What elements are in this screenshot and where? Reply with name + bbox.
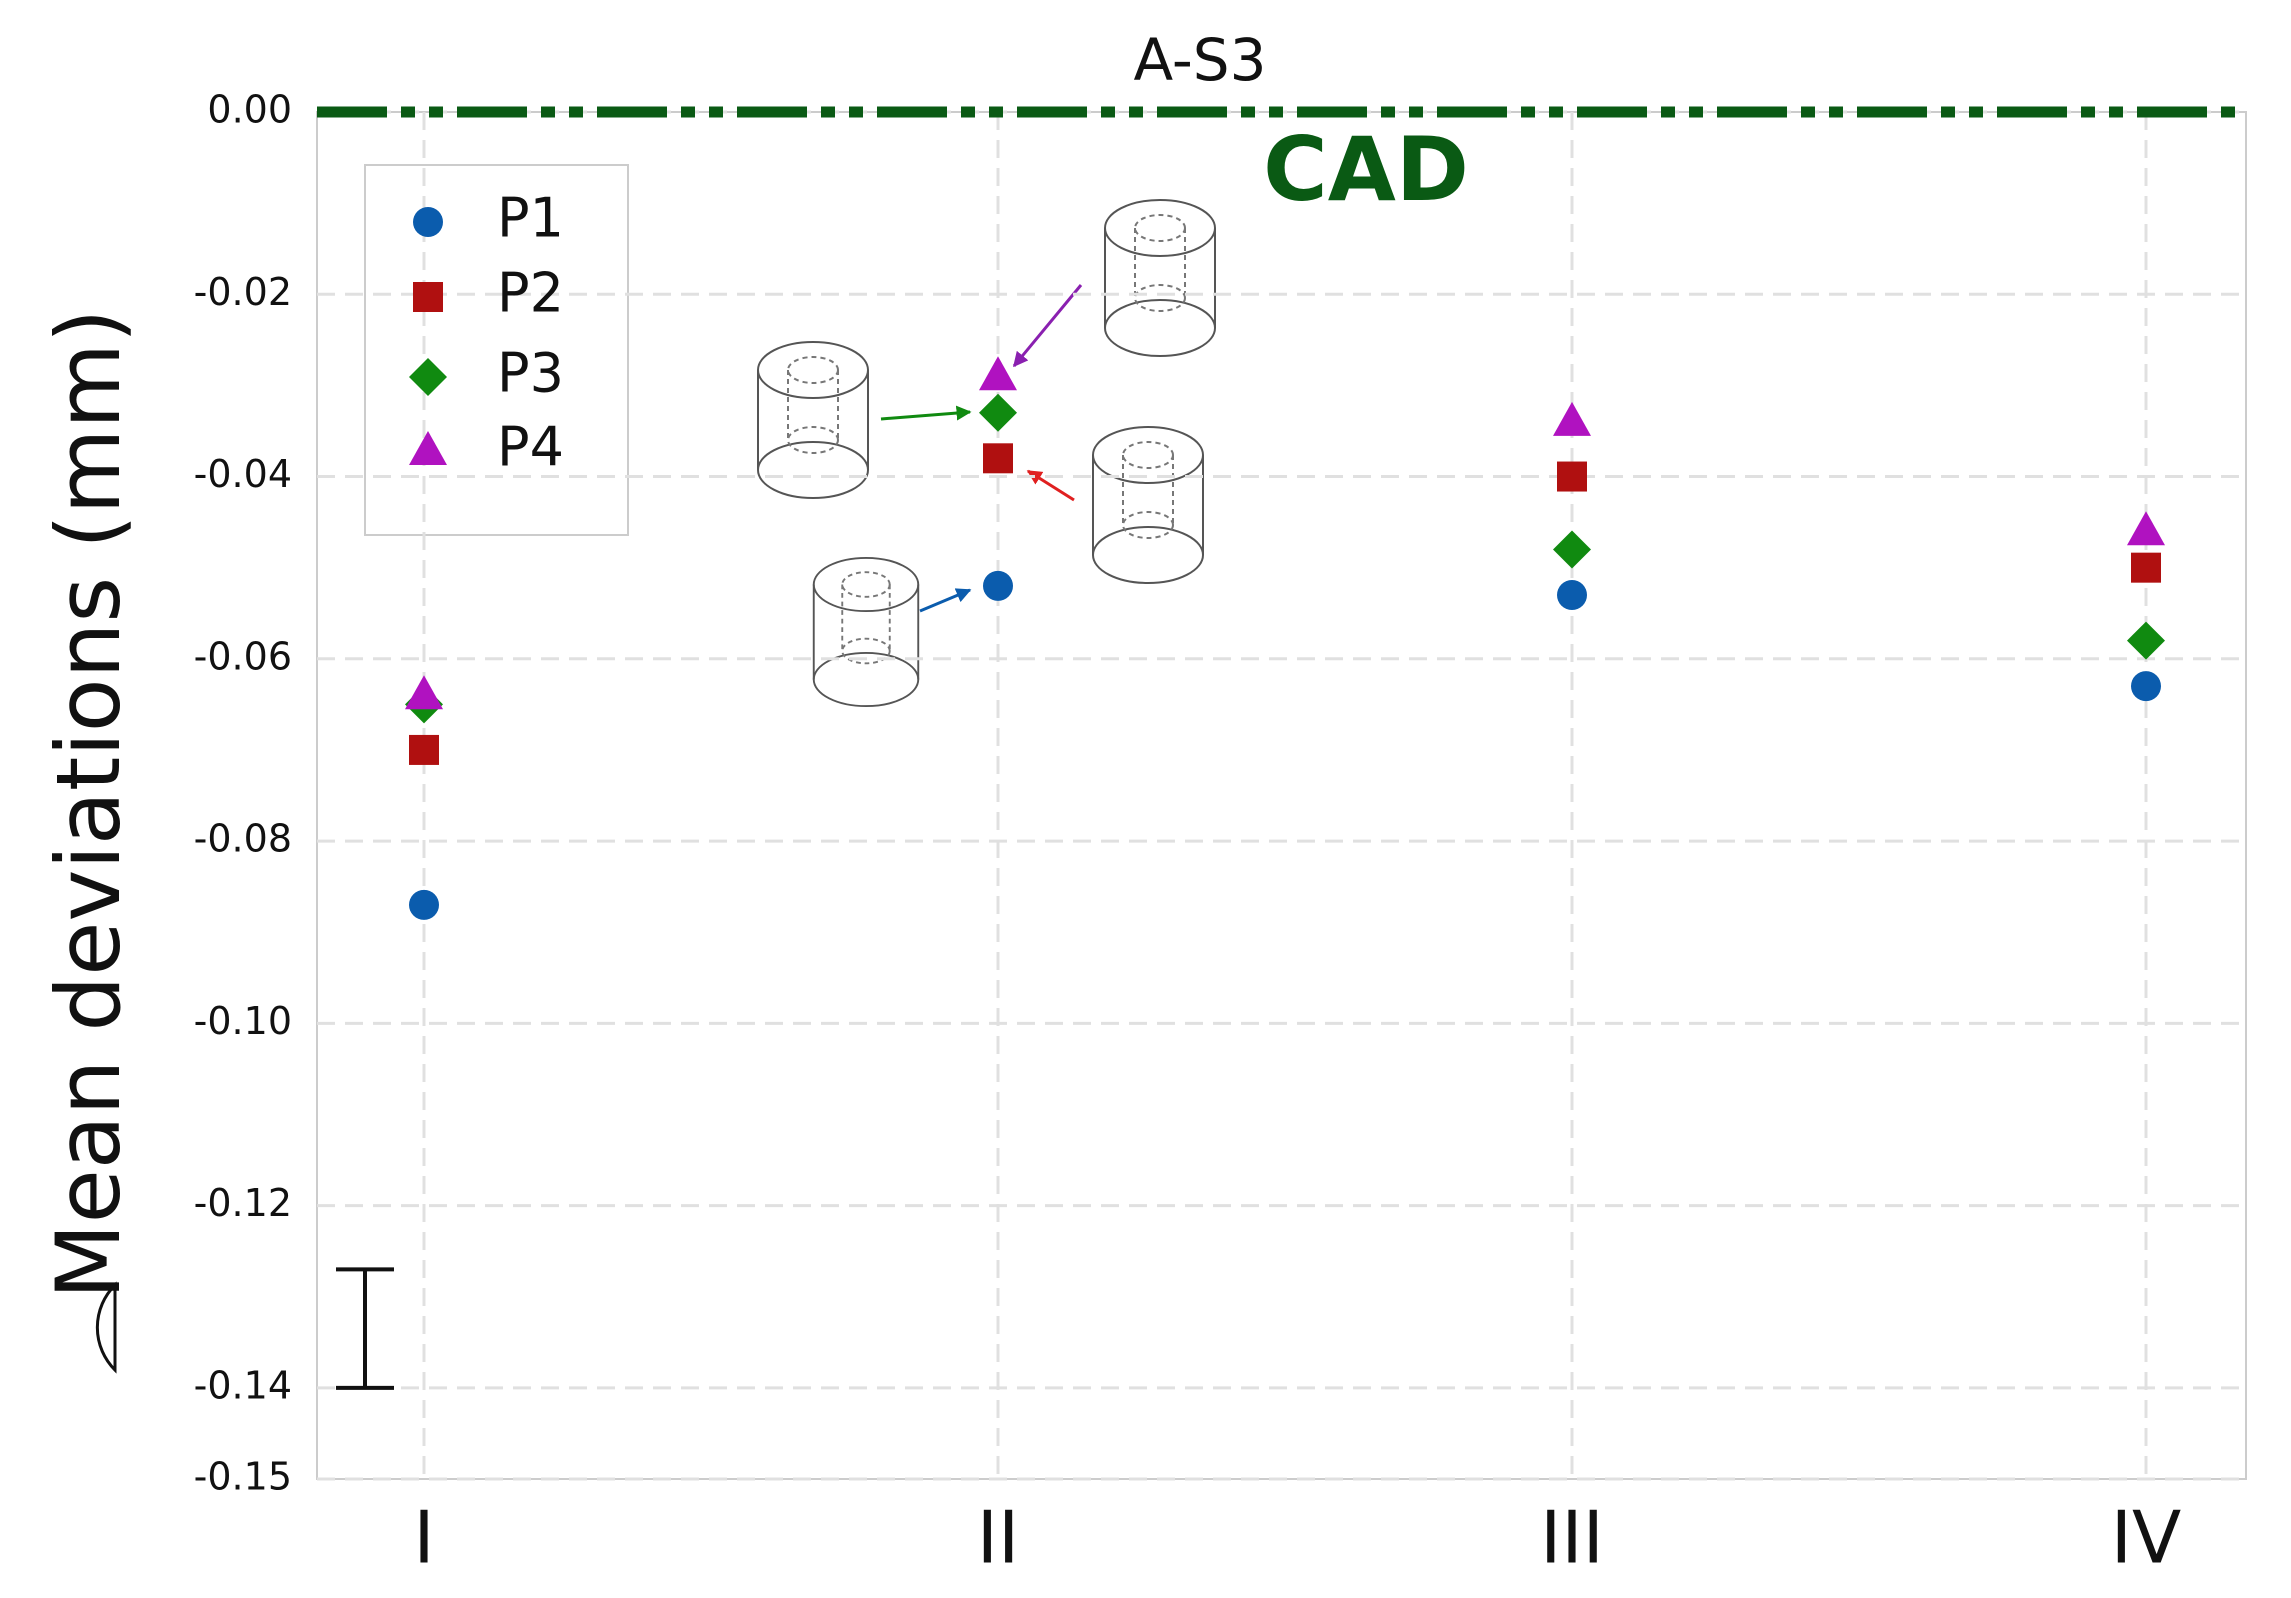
- scale-bar: [336, 1267, 394, 1390]
- point: [983, 570, 1013, 601]
- y-axis-label-group: Mean deviations (mm): [37, 309, 140, 1300]
- legend-marker: [409, 358, 447, 396]
- point: [979, 393, 1017, 432]
- point: [405, 675, 443, 710]
- legend-label: P3: [497, 342, 564, 405]
- point: [1553, 530, 1591, 569]
- point: [2131, 671, 2161, 702]
- y-tick-label: -0.06: [194, 634, 292, 678]
- legend-label: P4: [497, 416, 564, 479]
- x-tick-label: I: [413, 1496, 434, 1580]
- x-tick-label: IV: [2111, 1496, 2182, 1580]
- legend-marker: [413, 207, 443, 237]
- legend-box: [364, 164, 629, 536]
- legend-label: P1: [497, 187, 564, 250]
- arrow: [1026, 469, 1075, 502]
- icon: [1092, 426, 1204, 584]
- point: [2127, 511, 2165, 546]
- reference-label: CAD: [1263, 118, 1469, 221]
- y-axis-label: Mean deviations (mm): [37, 309, 140, 1300]
- y-tick-label: -0.15: [194, 1455, 292, 1499]
- legend-label: P2: [497, 262, 564, 325]
- point: [1557, 461, 1587, 492]
- icon: [757, 341, 869, 499]
- y-tick-label: -0.08: [194, 817, 292, 861]
- x-tick-label: II: [977, 1496, 1019, 1580]
- point: [979, 356, 1017, 391]
- point: [983, 443, 1013, 474]
- y-tick-label: -0.12: [194, 1181, 292, 1225]
- y-tick-label: -0.02: [194, 270, 292, 314]
- arrow: [1012, 284, 1083, 368]
- symbol: [95, 1281, 117, 1374]
- point: [409, 734, 439, 765]
- y-tick-label: -0.10: [194, 999, 292, 1043]
- chart-title: A-S3: [1133, 26, 1266, 94]
- y-tick-label: -0.14: [194, 1363, 292, 1407]
- x-tick-label: III: [1540, 1496, 1604, 1580]
- legend-marker: [409, 431, 447, 465]
- y-tick-label: 0.00: [207, 88, 292, 132]
- point: [1557, 580, 1587, 611]
- point: [1553, 401, 1591, 436]
- arrow: [880, 405, 972, 421]
- legend-marker: [413, 282, 443, 312]
- icon: [812, 556, 920, 708]
- point: [2127, 621, 2165, 660]
- y-tick-label: -0.04: [194, 452, 292, 496]
- point: [409, 889, 439, 920]
- icon: [1104, 199, 1216, 357]
- icons: [757, 199, 1216, 708]
- arrow: [919, 588, 972, 613]
- point: [2131, 552, 2161, 583]
